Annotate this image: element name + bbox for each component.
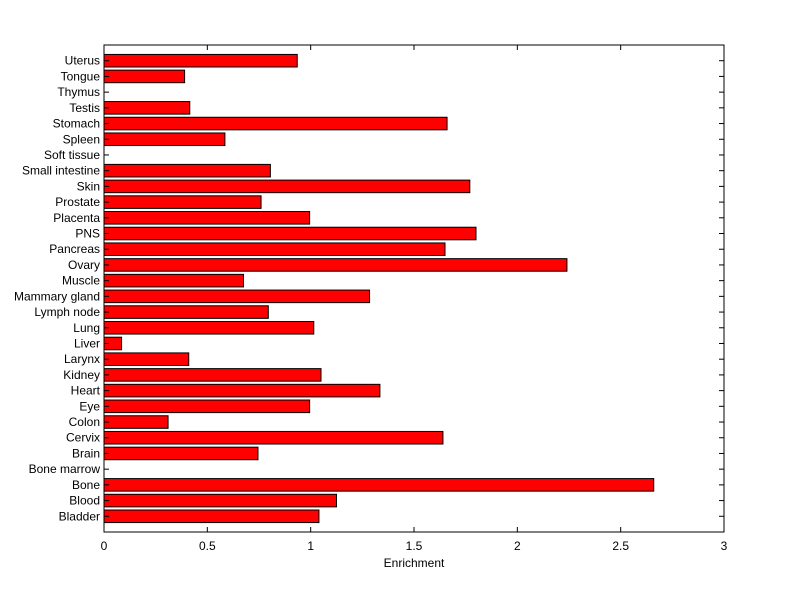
- bars-group: [103, 53, 655, 524]
- y-tick-label-mammary-gland: Mammary gland: [14, 289, 100, 303]
- y-tick-label-uterus: Uterus: [65, 54, 100, 68]
- bar-heart: [103, 383, 381, 398]
- y-tick-label-brain: Brain: [72, 446, 100, 460]
- x-tick-label-0: 0: [101, 539, 108, 553]
- bar-pns: [103, 226, 477, 241]
- bar-small-intestine: [103, 163, 271, 178]
- y-tick-label-skin: Skin: [77, 179, 100, 193]
- bar-eye: [103, 399, 311, 414]
- bar-spleen: [103, 132, 226, 147]
- x-tick-label-1: 0.5: [199, 539, 216, 553]
- y-tick-label-heart: Heart: [71, 384, 101, 398]
- y-tick-label-bone-marrow: Bone marrow: [29, 462, 101, 476]
- y-tick-label-cervix: Cervix: [66, 431, 100, 445]
- bar-skin: [103, 179, 471, 194]
- bar-placenta: [103, 211, 311, 225]
- bar-muscle: [103, 273, 244, 288]
- y-tick-label-soft-tissue: Soft tissue: [44, 148, 100, 162]
- y-tick-label-stomach: Stomach: [53, 117, 100, 131]
- x-axis-label: Enrichment: [384, 556, 445, 570]
- bar-mammary-gland: [103, 289, 371, 304]
- bar-bladder: [103, 509, 320, 524]
- bar-pancreas: [103, 242, 446, 257]
- bar-blood: [103, 493, 337, 508]
- y-tick-label-blood: Blood: [69, 494, 100, 508]
- bar-colon: [103, 415, 169, 429]
- y-tick-label-lung: Lung: [73, 321, 100, 335]
- bar-lymph-node: [103, 305, 269, 319]
- y-tick-label-tongue: Tongue: [61, 69, 101, 83]
- y-tick-label-placenta: Placenta: [53, 211, 100, 225]
- y-tick-label-pancreas: Pancreas: [49, 242, 100, 256]
- x-axis-ticks: 0 0.5 1 1.5 2 2.5 3: [101, 45, 728, 553]
- y-tick-label-pns: PNS: [75, 227, 100, 241]
- y-tick-label-thymus: Thymus: [57, 85, 100, 99]
- bar-bone: [103, 478, 655, 492]
- bar-cervix: [103, 430, 444, 445]
- y-tick-label-muscle: Muscle: [62, 274, 100, 288]
- bar-kidney: [103, 368, 322, 382]
- x-tick-label-6: 3: [721, 539, 728, 553]
- y-tick-label-larynx: Larynx: [64, 352, 100, 366]
- y-tick-label-kidney: Kidney: [63, 368, 100, 382]
- x-tick-label-5: 2.5: [612, 539, 629, 553]
- y-tick-label-colon: Colon: [69, 415, 100, 429]
- bar-brain: [103, 446, 259, 461]
- y-tick-label-ovary: Ovary: [68, 258, 100, 272]
- bar-tongue: [103, 69, 186, 84]
- bar-lung: [103, 320, 315, 335]
- y-tick-label-testis: Testis: [69, 101, 100, 115]
- x-tick-label-2: 1: [307, 539, 314, 553]
- y-tick-label-bone: Bone: [72, 478, 100, 492]
- bar-uterus: [103, 53, 298, 68]
- y-tick-label-prostate: Prostate: [55, 195, 100, 209]
- y-tick-label-lymph-node: Lymph node: [34, 305, 100, 319]
- bar-ovary: [103, 258, 568, 272]
- y-tick-label-small-intestine: Small intestine: [22, 164, 100, 178]
- x-tick-label-3: 1.5: [406, 539, 423, 553]
- bar-testis: [103, 101, 191, 115]
- y-tick-label-spleen: Spleen: [63, 132, 100, 146]
- bar-prostate: [103, 195, 262, 209]
- x-tick-label-4: 2: [514, 539, 521, 553]
- bar-stomach: [103, 116, 448, 131]
- bar-larynx: [103, 352, 190, 366]
- y-tick-label-liver: Liver: [74, 336, 100, 350]
- y-tick-label-eye: Eye: [79, 399, 100, 413]
- y-tick-label-bladder: Bladder: [59, 509, 100, 523]
